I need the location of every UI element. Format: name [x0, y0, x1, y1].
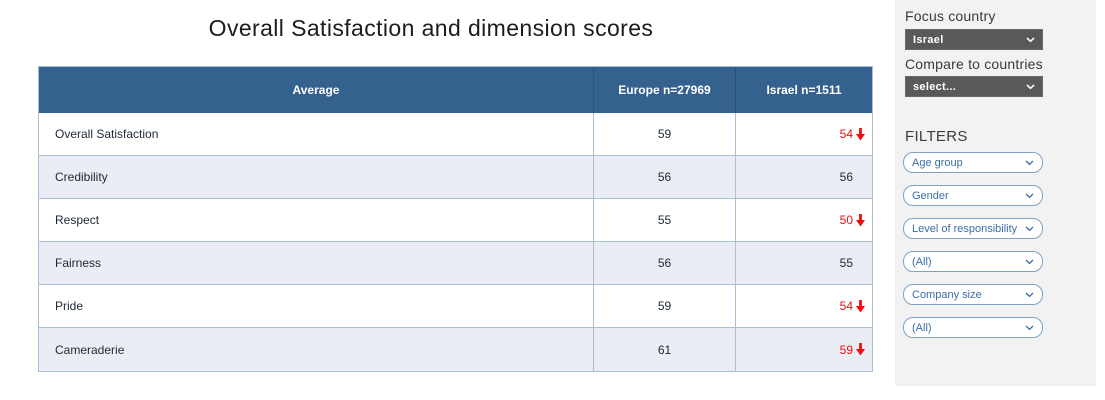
filter-value: (All)	[912, 321, 932, 334]
europe-value: 56	[594, 156, 736, 199]
filter-value: Level of responsibility	[912, 222, 1018, 235]
table-row: Fairness 56 55	[39, 242, 872, 285]
chevron-down-icon	[1025, 259, 1034, 265]
europe-value: 59	[594, 113, 736, 156]
chevron-down-icon	[1026, 83, 1035, 90]
filter-dropdown-all-2[interactable]: (All)	[903, 317, 1043, 338]
table-rows: Overall Satisfaction 59 54 Credibility 56 56 R…	[39, 113, 872, 371]
page-title: Overall Satisfaction and dimension score…	[208, 15, 654, 41]
chevron-down-icon	[1025, 193, 1034, 199]
europe-value: 56	[594, 242, 736, 285]
row-label: Credibility	[39, 156, 594, 199]
filters-heading: FILTERS	[905, 128, 968, 145]
down-arrow-icon	[854, 299, 867, 313]
chevron-down-icon	[1026, 36, 1035, 43]
chevron-down-icon	[1025, 292, 1034, 298]
compare-countries-value: select...	[913, 80, 957, 93]
filter-value: Gender	[912, 189, 949, 202]
down-arrow-icon	[854, 127, 867, 141]
row-label: Fairness	[39, 242, 594, 285]
filter-value: Age group	[912, 156, 963, 169]
chevron-down-icon	[1025, 226, 1034, 232]
europe-value: 59	[594, 285, 736, 328]
israel-score: 56	[839, 170, 853, 184]
header-average: Average	[39, 67, 594, 113]
europe-value: 61	[594, 328, 736, 371]
down-arrow-icon	[854, 213, 867, 227]
filter-sidebar: Focus country Israel Compare to countrie…	[895, 0, 1096, 386]
israel-score: 55	[839, 256, 853, 270]
table-row: Cameraderie 61 59	[39, 328, 872, 371]
compare-countries-label: Compare to countries	[905, 56, 1043, 72]
israel-value: 56	[736, 156, 872, 199]
israel-value: 55	[736, 242, 872, 285]
table-header: Average Europe n=27969 Israel n=1511	[39, 67, 872, 113]
arrow-spacer	[854, 170, 867, 184]
israel-value: 54	[736, 285, 872, 328]
filter-value: Company size	[912, 288, 982, 301]
chevron-down-icon	[1025, 160, 1034, 166]
header-israel: Israel n=1511	[736, 67, 872, 113]
row-label: Overall Satisfaction	[39, 113, 594, 156]
focus-country-value: Israel	[913, 33, 944, 46]
focus-country-label: Focus country	[905, 8, 996, 24]
table-row: Pride 59 54	[39, 285, 872, 328]
filter-dropdown-all-1[interactable]: (All)	[903, 251, 1043, 272]
europe-value: 55	[594, 199, 736, 242]
header-europe: Europe n=27969	[594, 67, 736, 113]
filter-dropdown-age-group[interactable]: Age group	[903, 152, 1043, 173]
israel-score: 59	[839, 342, 853, 357]
row-label: Cameraderie	[39, 328, 594, 371]
filter-dropdown-company-size[interactable]: Company size	[903, 284, 1043, 305]
table-row: Overall Satisfaction 59 54	[39, 113, 872, 156]
chevron-down-icon	[1025, 325, 1034, 331]
table-row: Respect 55 50	[39, 199, 872, 242]
israel-value: 50	[736, 199, 872, 242]
israel-score: 54	[839, 127, 853, 141]
focus-country-dropdown[interactable]: Israel	[905, 29, 1043, 50]
israel-value: 54	[736, 113, 872, 156]
row-label: Respect	[39, 199, 594, 242]
israel-value: 59	[736, 328, 872, 371]
row-label: Pride	[39, 285, 594, 328]
filter-dropdown-gender[interactable]: Gender	[903, 185, 1043, 206]
israel-score: 54	[839, 299, 853, 313]
filter-dropdown-responsibility[interactable]: Level of responsibility	[903, 218, 1043, 239]
table-header-row: Average Europe n=27969 Israel n=1511	[39, 67, 872, 113]
score-table: Average Europe n=27969 Israel n=1511 Ove…	[38, 66, 873, 372]
table-row: Credibility 56 56	[39, 156, 872, 199]
filter-value: (All)	[912, 255, 932, 268]
compare-countries-dropdown[interactable]: select...	[905, 76, 1043, 97]
israel-score: 50	[839, 213, 853, 227]
down-arrow-icon	[854, 343, 867, 357]
arrow-spacer	[854, 256, 867, 270]
